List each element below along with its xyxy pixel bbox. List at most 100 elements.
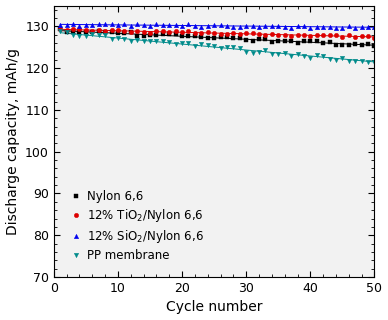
12% SiO$_2$/Nylon 6,6 (141, 23, 146, 27)
Nylon 6,6 (199, 36, 204, 39)
PP membrane (167, 40, 171, 44)
12% TiO$_2$/Nylon 6,6 (212, 31, 217, 35)
12% SiO$_2$/Nylon 6,6 (301, 24, 306, 28)
12% TiO$_2$/Nylon 6,6 (340, 35, 345, 39)
PP membrane (282, 51, 287, 54)
12% TiO$_2$/Nylon 6,6 (308, 34, 313, 38)
Nylon 6,6 (257, 37, 262, 41)
PP membrane (270, 52, 274, 56)
12% TiO$_2$/Nylon 6,6 (276, 33, 281, 37)
Nylon 6,6 (231, 36, 236, 40)
12% TiO$_2$/Nylon 6,6 (372, 36, 377, 40)
PP membrane (212, 44, 217, 48)
Nylon 6,6 (71, 30, 75, 34)
PP membrane (90, 32, 95, 36)
Nylon 6,6 (359, 43, 364, 47)
PP membrane (289, 54, 293, 58)
12% TiO$_2$/Nylon 6,6 (263, 33, 268, 37)
12% TiO$_2$/Nylon 6,6 (334, 33, 338, 36)
PP membrane (250, 51, 255, 54)
Nylon 6,6 (64, 30, 69, 34)
12% TiO$_2$/Nylon 6,6 (366, 34, 371, 37)
Nylon 6,6 (301, 39, 306, 43)
Nylon 6,6 (205, 36, 210, 40)
12% TiO$_2$/Nylon 6,6 (250, 31, 255, 35)
12% SiO$_2$/Nylon 6,6 (161, 23, 165, 27)
Nylon 6,6 (314, 40, 319, 44)
Nylon 6,6 (218, 36, 223, 39)
Nylon 6,6 (327, 40, 332, 44)
12% TiO$_2$/Nylon 6,6 (289, 34, 293, 38)
12% SiO$_2$/Nylon 6,6 (186, 22, 191, 26)
12% SiO$_2$/Nylon 6,6 (289, 26, 293, 30)
12% SiO$_2$/Nylon 6,6 (366, 25, 371, 29)
Nylon 6,6 (346, 43, 351, 47)
12% SiO$_2$/Nylon 6,6 (148, 24, 152, 28)
12% SiO$_2$/Nylon 6,6 (270, 24, 274, 28)
12% SiO$_2$/Nylon 6,6 (58, 23, 62, 27)
12% TiO$_2$/Nylon 6,6 (167, 30, 171, 34)
12% TiO$_2$/Nylon 6,6 (96, 28, 101, 32)
12% SiO$_2$/Nylon 6,6 (96, 22, 101, 26)
12% SiO$_2$/Nylon 6,6 (263, 24, 268, 28)
12% TiO$_2$/Nylon 6,6 (161, 29, 165, 33)
12% TiO$_2$/Nylon 6,6 (128, 30, 133, 34)
PP membrane (314, 53, 319, 57)
Nylon 6,6 (116, 31, 120, 35)
Nylon 6,6 (212, 36, 217, 40)
Nylon 6,6 (77, 31, 82, 35)
PP membrane (321, 54, 326, 58)
PP membrane (366, 60, 371, 64)
PP membrane (205, 43, 210, 47)
PP membrane (135, 38, 140, 42)
12% SiO$_2$/Nylon 6,6 (83, 24, 88, 28)
12% SiO$_2$/Nylon 6,6 (192, 24, 197, 28)
PP membrane (199, 42, 204, 46)
12% SiO$_2$/Nylon 6,6 (116, 23, 120, 27)
12% TiO$_2$/Nylon 6,6 (122, 29, 127, 33)
12% SiO$_2$/Nylon 6,6 (250, 24, 255, 28)
Nylon 6,6 (353, 43, 357, 46)
PP membrane (308, 56, 313, 60)
PP membrane (128, 39, 133, 43)
PP membrane (244, 50, 249, 54)
12% SiO$_2$/Nylon 6,6 (225, 24, 229, 28)
12% TiO$_2$/Nylon 6,6 (71, 27, 75, 31)
12% SiO$_2$/Nylon 6,6 (71, 22, 75, 26)
Nylon 6,6 (244, 38, 249, 42)
Legend: Nylon 6,6, 12% TiO$_2$/Nylon 6,6, 12% SiO$_2$/Nylon 6,6, PP membrane: Nylon 6,6, 12% TiO$_2$/Nylon 6,6, 12% Si… (66, 186, 208, 266)
12% TiO$_2$/Nylon 6,6 (192, 31, 197, 35)
12% SiO$_2$/Nylon 6,6 (346, 24, 351, 28)
12% TiO$_2$/Nylon 6,6 (199, 31, 204, 35)
Nylon 6,6 (308, 40, 313, 44)
Y-axis label: Discharge capacity, mAh/g: Discharge capacity, mAh/g (5, 48, 19, 235)
12% SiO$_2$/Nylon 6,6 (109, 22, 114, 26)
12% TiO$_2$/Nylon 6,6 (77, 27, 82, 30)
12% TiO$_2$/Nylon 6,6 (64, 28, 69, 32)
Nylon 6,6 (90, 30, 95, 34)
PP membrane (257, 50, 262, 54)
12% TiO$_2$/Nylon 6,6 (257, 32, 262, 36)
PP membrane (161, 39, 165, 43)
PP membrane (340, 56, 345, 60)
Nylon 6,6 (366, 42, 371, 46)
Nylon 6,6 (340, 43, 345, 47)
12% SiO$_2$/Nylon 6,6 (353, 26, 357, 29)
PP membrane (109, 37, 114, 41)
Nylon 6,6 (186, 34, 191, 38)
12% TiO$_2$/Nylon 6,6 (116, 28, 120, 31)
PP membrane (141, 39, 146, 43)
12% TiO$_2$/Nylon 6,6 (270, 32, 274, 36)
12% TiO$_2$/Nylon 6,6 (58, 27, 62, 31)
12% TiO$_2$/Nylon 6,6 (314, 33, 319, 36)
12% TiO$_2$/Nylon 6,6 (173, 29, 178, 33)
Nylon 6,6 (180, 34, 184, 37)
12% SiO$_2$/Nylon 6,6 (237, 25, 242, 29)
PP membrane (372, 60, 377, 64)
PP membrane (122, 37, 127, 41)
12% TiO$_2$/Nylon 6,6 (295, 34, 300, 37)
12% SiO$_2$/Nylon 6,6 (154, 22, 159, 26)
Nylon 6,6 (154, 33, 159, 36)
PP membrane (231, 45, 236, 49)
Line: 12% SiO$_2$/Nylon 6,6: 12% SiO$_2$/Nylon 6,6 (58, 22, 377, 30)
